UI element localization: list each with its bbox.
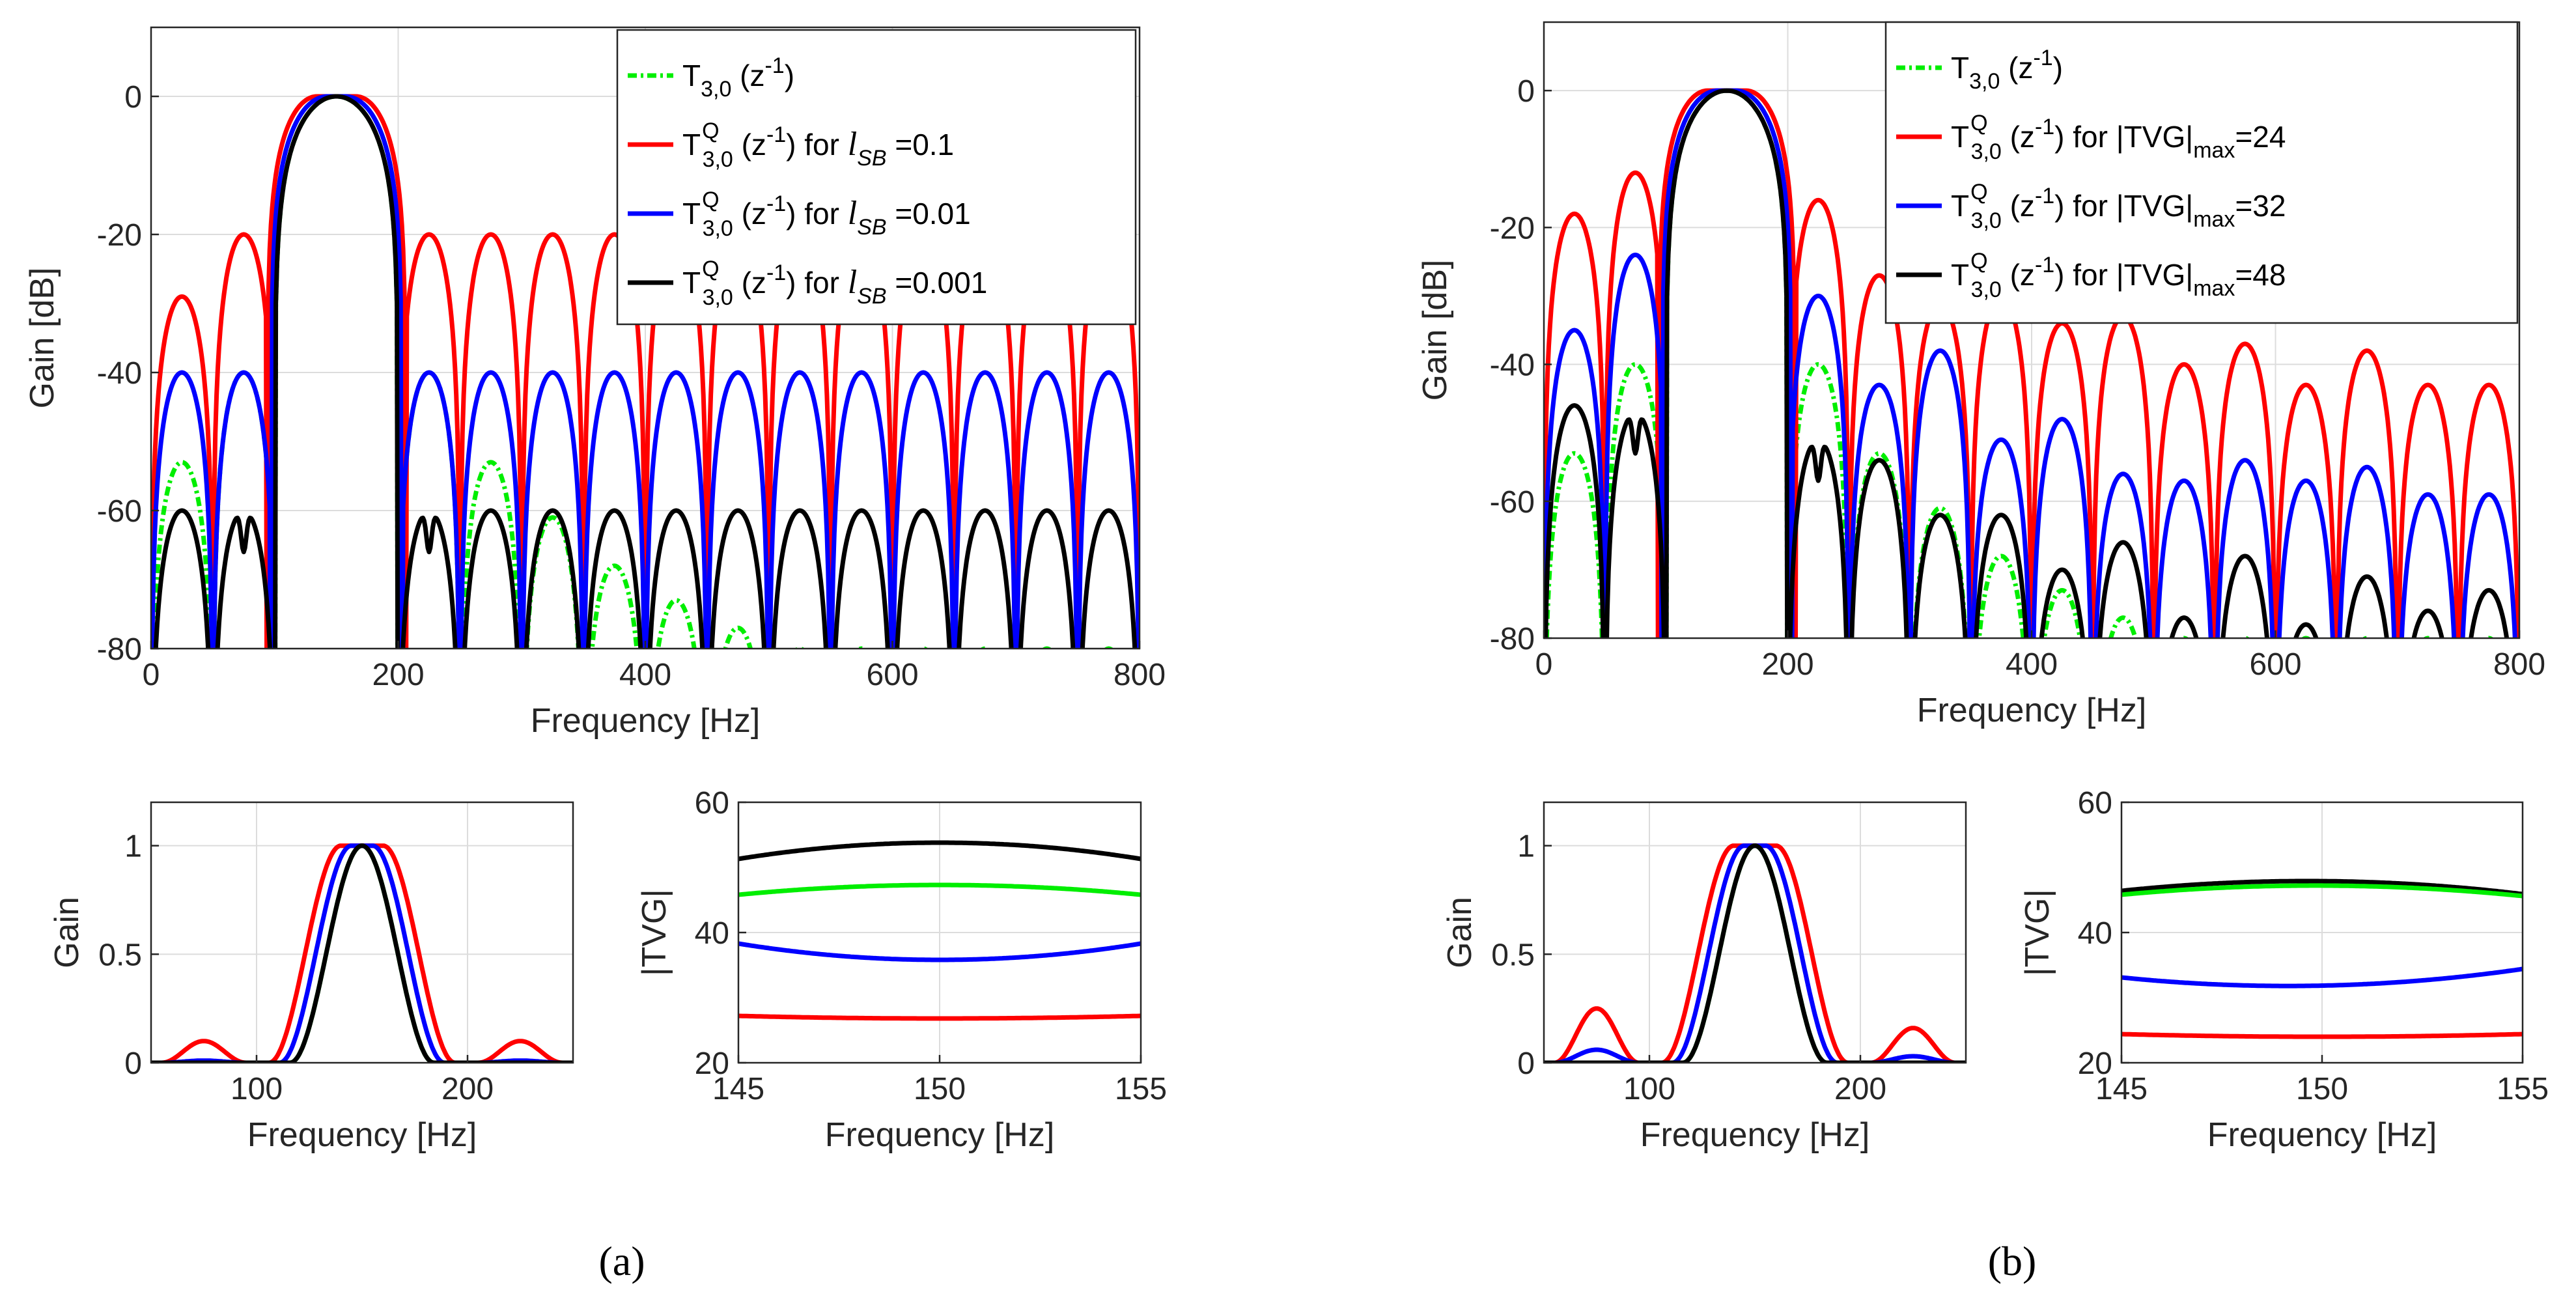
series-group	[1544, 843, 1966, 1063]
y-tick-label: 1	[1517, 830, 1535, 864]
y-tick-label: -80	[1490, 622, 1535, 656]
x-tick-label: 150	[2296, 1072, 2348, 1106]
plot-area	[1544, 802, 1966, 1063]
series-line	[151, 843, 573, 1063]
x-tick-label: 800	[2493, 647, 2545, 682]
subfigure-label-b: (b)	[1988, 1238, 2037, 1284]
series-line	[2121, 966, 2523, 989]
legend: T3,0 (z-1) TQ 3,0 (z-1) for |TVG|max=24 TQ 3…	[1884, 21, 2519, 324]
y-tick-label: 0	[124, 80, 142, 115]
series-line	[1544, 88, 2517, 638]
x-tick-label: 600	[866, 658, 918, 692]
series-group	[738, 840, 1141, 1021]
y-tick-label: 40	[2078, 916, 2112, 951]
y-axis-label: Gain [dB]	[1416, 260, 1454, 401]
panel-a-gain-plot: 100 200 0 0.5 1 Frequency [Hz] Gain	[48, 801, 574, 1154]
plot-area	[151, 802, 573, 1063]
x-tick-label: 200	[372, 658, 424, 692]
x-tick-label: 145	[712, 1072, 764, 1106]
x-tick-label: 0	[143, 658, 160, 692]
legend-entry: TQ 3,0 (z-1) for |TVG|max=48	[1951, 249, 2286, 302]
series-line	[738, 941, 1141, 962]
series-line	[738, 840, 1141, 862]
x-tick-label: 155	[1115, 1072, 1167, 1106]
legend-entry: T3,0 (z-1)	[1951, 46, 2063, 94]
series-line	[153, 94, 1138, 649]
panel-b-tvg-plot: 145 150 155 20 40 60 Frequency [Hz] |TVG|	[2019, 786, 2549, 1154]
y-tick-label: 20	[2078, 1046, 2112, 1081]
series-line	[1544, 88, 2519, 638]
panel-b-main-plot: 0 200 400 600 800 0 -20 -40 -60 -80 Frequency [Hz]…	[1416, 21, 2545, 729]
panel-a-main-plot: 0 200 400 600 800 0 -20 -40 -60 -80 Frequency [Hz]…	[23, 26, 1166, 740]
x-tick-label: 145	[2095, 1072, 2148, 1106]
x-tick-label: 100	[1623, 1072, 1675, 1106]
y-axis-label: Gain	[48, 897, 86, 968]
x-axis-label: Frequency [Hz]	[2207, 1116, 2437, 1154]
axes-frame	[1543, 801, 1967, 1064]
y-axis-label: |TVG|	[636, 889, 673, 976]
y-tick-label: -40	[1490, 348, 1535, 383]
y-tick-label: 0	[1517, 74, 1535, 109]
y-tick-label: 0	[124, 1046, 142, 1081]
y-axis-label: Gain	[1441, 897, 1479, 968]
legend-entry: TQ 3,0 (z-1) for lSB =0.001	[682, 257, 987, 310]
x-axis-label: Frequency [Hz]	[1640, 1116, 1870, 1154]
x-tick-label: 155	[2497, 1072, 2549, 1106]
series-line	[738, 1013, 1141, 1021]
y-tick-label: -20	[1490, 211, 1535, 246]
panel-b-gain-plot: 100 200 0 0.5 1 Frequency [Hz] Gain	[1441, 801, 1967, 1154]
x-axis-label: Frequency [Hz]	[825, 1116, 1055, 1154]
legend-box	[616, 29, 1137, 326]
x-tick-label: 600	[2249, 647, 2301, 682]
series-line	[2121, 878, 2523, 897]
series-line	[1544, 843, 1966, 1063]
y-tick-label: 20	[695, 1046, 729, 1081]
y-tick-label: 60	[2078, 786, 2112, 821]
x-tick-label: 400	[2006, 647, 2058, 682]
y-axis-label: Gain [dB]	[23, 268, 61, 409]
x-tick-label: 0	[1535, 647, 1553, 682]
x-tick-label: 400	[619, 658, 671, 692]
x-tick-label: 100	[231, 1072, 283, 1106]
y-tick-label: 0.5	[1491, 938, 1535, 972]
x-tick-label: 150	[914, 1072, 966, 1106]
y-tick-label: 0	[1517, 1046, 1535, 1081]
axes-frame	[150, 801, 574, 1064]
legend-box	[1884, 21, 2519, 324]
legend-entry: TQ 3,0 (z-1) for lSB =0.01	[682, 188, 971, 241]
series-group	[2121, 878, 2523, 1039]
x-tick-label: 200	[1834, 1072, 1886, 1106]
series-line	[2121, 883, 2523, 899]
legend-entry: TQ 3,0 (z-1) for lSB =0.1	[682, 119, 954, 172]
y-axis-label: |TVG|	[2019, 889, 2056, 976]
legend-entry: T3,0 (z-1)	[682, 53, 794, 102]
panel-a-tvg-plot: 145 150 155 20 40 60 Frequency [Hz] |TVG|	[636, 786, 1167, 1154]
y-tick-label: -40	[97, 356, 142, 391]
y-tick-label: 0.5	[98, 938, 142, 972]
x-axis-label: Frequency [Hz]	[531, 702, 761, 740]
series-line	[2121, 1031, 2523, 1039]
y-tick-label: -80	[97, 632, 142, 667]
y-tick-label: -60	[1490, 485, 1535, 520]
y-tick-label: 40	[695, 916, 729, 951]
series-line	[738, 882, 1141, 897]
legend-entry: TQ 3,0 (z-1) for |TVG|max=24	[1951, 111, 2286, 164]
y-tick-label: 1	[124, 830, 142, 864]
subfigure-label-a: (a)	[598, 1238, 645, 1284]
series-group	[151, 843, 573, 1063]
legend-entry: TQ 3,0 (z-1) for |TVG|max=32	[1951, 180, 2286, 233]
series-line	[151, 94, 1140, 649]
x-axis-label: Frequency [Hz]	[247, 1116, 477, 1154]
x-tick-label: 200	[1761, 647, 1813, 682]
x-tick-label: 800	[1113, 658, 1166, 692]
y-tick-label: 60	[695, 786, 729, 821]
series-group	[1544, 88, 2519, 638]
y-tick-label: -60	[97, 494, 142, 529]
x-tick-label: 200	[441, 1072, 494, 1106]
series-line	[1544, 88, 2510, 638]
y-tick-label: -20	[97, 218, 142, 253]
legend: T3,0 (z-1) TQ 3,0 (z-1) for lSB =0.1 TQ 3,0 …	[616, 29, 1137, 326]
x-axis-label: Frequency [Hz]	[1917, 692, 2147, 729]
